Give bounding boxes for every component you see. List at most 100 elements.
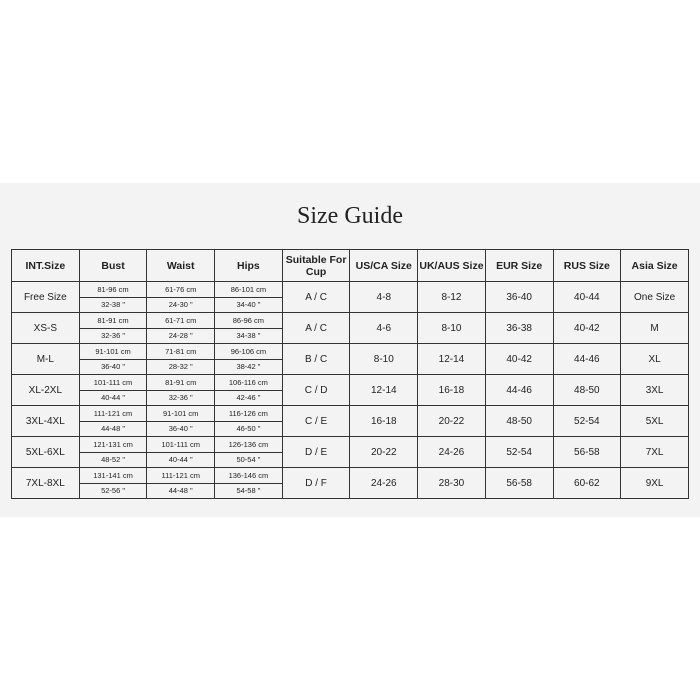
cell-uk: 8-12 xyxy=(417,281,486,313)
cell-waist-in: 24-30 " xyxy=(146,296,216,313)
cell-asia: 5XL xyxy=(620,405,689,437)
cell-rus: 44-46 xyxy=(552,343,622,375)
cell-asia: M xyxy=(620,312,689,344)
cell-asia: 9XL xyxy=(620,467,689,499)
cell-bust-cm: 91-101 cm xyxy=(78,343,148,360)
cell-bust-cm: 81-91 cm xyxy=(78,312,148,329)
cell-uk: 16-18 xyxy=(417,374,486,406)
table-row-inches: 32-38 " 24-30 " 34-40 " xyxy=(12,296,689,313)
table-row-inches: 48-52 " 40-44 " 50-54 " xyxy=(12,451,689,468)
cell-asia: One Size xyxy=(620,281,689,313)
cell-hips-in: 38-42 " xyxy=(214,358,283,375)
table-row: 3XL-4XL 111-121 cm 91-101 cm 116-126 cm C / … xyxy=(11,405,689,437)
cell-waist-cm: 71-81 cm xyxy=(146,343,216,360)
column-header: Bust xyxy=(78,249,148,282)
cell-hips-cm: 126-136 cm xyxy=(214,436,283,453)
cell-bust-in: 36-40 " xyxy=(78,358,148,375)
cell-waist-in: 40-44 " xyxy=(146,451,216,468)
cell-eur: 36-40 xyxy=(484,281,554,313)
column-header: Asia Size xyxy=(620,249,689,282)
cell-hips-cm: 96-106 cm xyxy=(214,343,283,360)
column-header: RUS Size xyxy=(552,249,622,282)
cell-us: 4-6 xyxy=(349,312,419,344)
cell-waist-cm: 61-71 cm xyxy=(146,312,216,329)
cell-uk: 28-30 xyxy=(417,467,486,499)
cell-waist-cm: 81-91 cm xyxy=(146,374,216,391)
column-header: UK/AUS Size xyxy=(417,249,486,282)
column-header: US/CA Size xyxy=(349,249,419,282)
cell-size: M-L xyxy=(11,343,80,375)
cell-bust-cm: 131-141 cm xyxy=(78,467,148,484)
cell-cup: C / D xyxy=(281,374,351,406)
cell-size: 5XL-6XL xyxy=(11,436,80,468)
cell-size: 7XL-8XL xyxy=(11,467,80,499)
cell-hips-in: 54-58 " xyxy=(214,482,283,499)
cell-bust-in: 32-38 " xyxy=(78,296,148,313)
cell-bust-in: 32-36 " xyxy=(78,327,148,344)
cell-cup: C / E xyxy=(281,405,351,437)
cell-bust-cm: 81-96 cm xyxy=(78,281,148,298)
cell-cup: D / F xyxy=(281,467,351,499)
cell-uk: 8-10 xyxy=(417,312,486,344)
size-table: INT.Size Bust Waist Hips Suitable For Cup US/… xyxy=(11,249,689,499)
header-row: INT.Size Bust Waist Hips Suitable For Cup US/… xyxy=(11,249,689,282)
table-row: 7XL-8XL 131-141 cm 111-121 cm 136-146 cm D /… xyxy=(11,467,689,499)
cell-cup: A / C xyxy=(281,312,351,344)
cell-asia: XL xyxy=(620,343,689,375)
table-row: 5XL-6XL 121-131 cm 101-111 cm 126-136 cm D /… xyxy=(11,436,689,468)
cell-us: 8-10 xyxy=(349,343,419,375)
table-row-inches: 52-56 " 44-48 " 54-58 " xyxy=(12,482,689,499)
cell-asia: 3XL xyxy=(620,374,689,406)
cell-size: 3XL-4XL xyxy=(11,405,80,437)
cell-bust-in: 52-56 " xyxy=(78,482,148,499)
table-row: M-L 91-101 cm 71-81 cm 96-106 cm B / C 8-10 12… xyxy=(11,343,689,375)
cell-rus: 60-62 xyxy=(552,467,622,499)
cell-rus: 56-58 xyxy=(552,436,622,468)
cell-rus: 40-44 xyxy=(552,281,622,313)
cell-bust-cm: 121-131 cm xyxy=(78,436,148,453)
cell-waist-in: 28-32 " xyxy=(146,358,216,375)
cell-eur: 52-54 xyxy=(484,436,554,468)
cell-us: 4-8 xyxy=(349,281,419,313)
cell-hips-cm: 86-101 cm xyxy=(214,281,283,298)
cell-waist-cm: 101-111 cm xyxy=(146,436,216,453)
cell-hips-cm: 86-96 cm xyxy=(214,312,283,329)
table-row: XS-S 81-91 cm 61-71 cm 86-96 cm A / C 4-6 8-10… xyxy=(11,312,689,344)
cell-eur: 44-46 xyxy=(484,374,554,406)
cell-asia: 7XL xyxy=(620,436,689,468)
cell-us: 12-14 xyxy=(349,374,419,406)
cell-uk: 12-14 xyxy=(417,343,486,375)
cell-eur: 36-38 xyxy=(484,312,554,344)
cell-eur: 48-50 xyxy=(484,405,554,437)
column-header: EUR Size xyxy=(484,249,554,282)
cell-eur: 56-58 xyxy=(484,467,554,499)
cell-rus: 48-50 xyxy=(552,374,622,406)
cell-cup: B / C xyxy=(281,343,351,375)
cell-rus: 40-42 xyxy=(552,312,622,344)
cell-hips-in: 34-40 " xyxy=(214,296,283,313)
cell-size: Free Size xyxy=(11,281,80,313)
cell-uk: 24-26 xyxy=(417,436,486,468)
cell-hips-cm: 136-146 cm xyxy=(214,467,283,484)
cell-bust-in: 44-48 " xyxy=(78,420,148,437)
cell-waist-in: 24-28 " xyxy=(146,327,216,344)
cell-waist-in: 44-48 " xyxy=(146,482,216,499)
cell-hips-in: 46-50 " xyxy=(214,420,283,437)
cell-bust-cm: 111-121 cm xyxy=(78,405,148,422)
cell-waist-cm: 61-76 cm xyxy=(146,281,216,298)
column-header: Suitable For Cup xyxy=(281,249,351,282)
cell-waist-cm: 91-101 cm xyxy=(146,405,216,422)
cell-waist-in: 32-36 " xyxy=(146,389,216,406)
cell-hips-in: 42-46 " xyxy=(214,389,283,406)
cell-hips-in: 50-54 " xyxy=(214,451,283,468)
column-header: INT.Size xyxy=(11,249,80,282)
cell-hips-cm: 116-126 cm xyxy=(214,405,283,422)
table-row-inches: 40-44 " 32-36 " 42-46 " xyxy=(12,389,689,406)
cell-waist-in: 36-40 " xyxy=(146,420,216,437)
cell-us: 24-26 xyxy=(349,467,419,499)
cell-hips-cm: 106-116 cm xyxy=(214,374,283,391)
column-header: Hips xyxy=(214,249,283,282)
cell-hips-in: 34-38 " xyxy=(214,327,283,344)
